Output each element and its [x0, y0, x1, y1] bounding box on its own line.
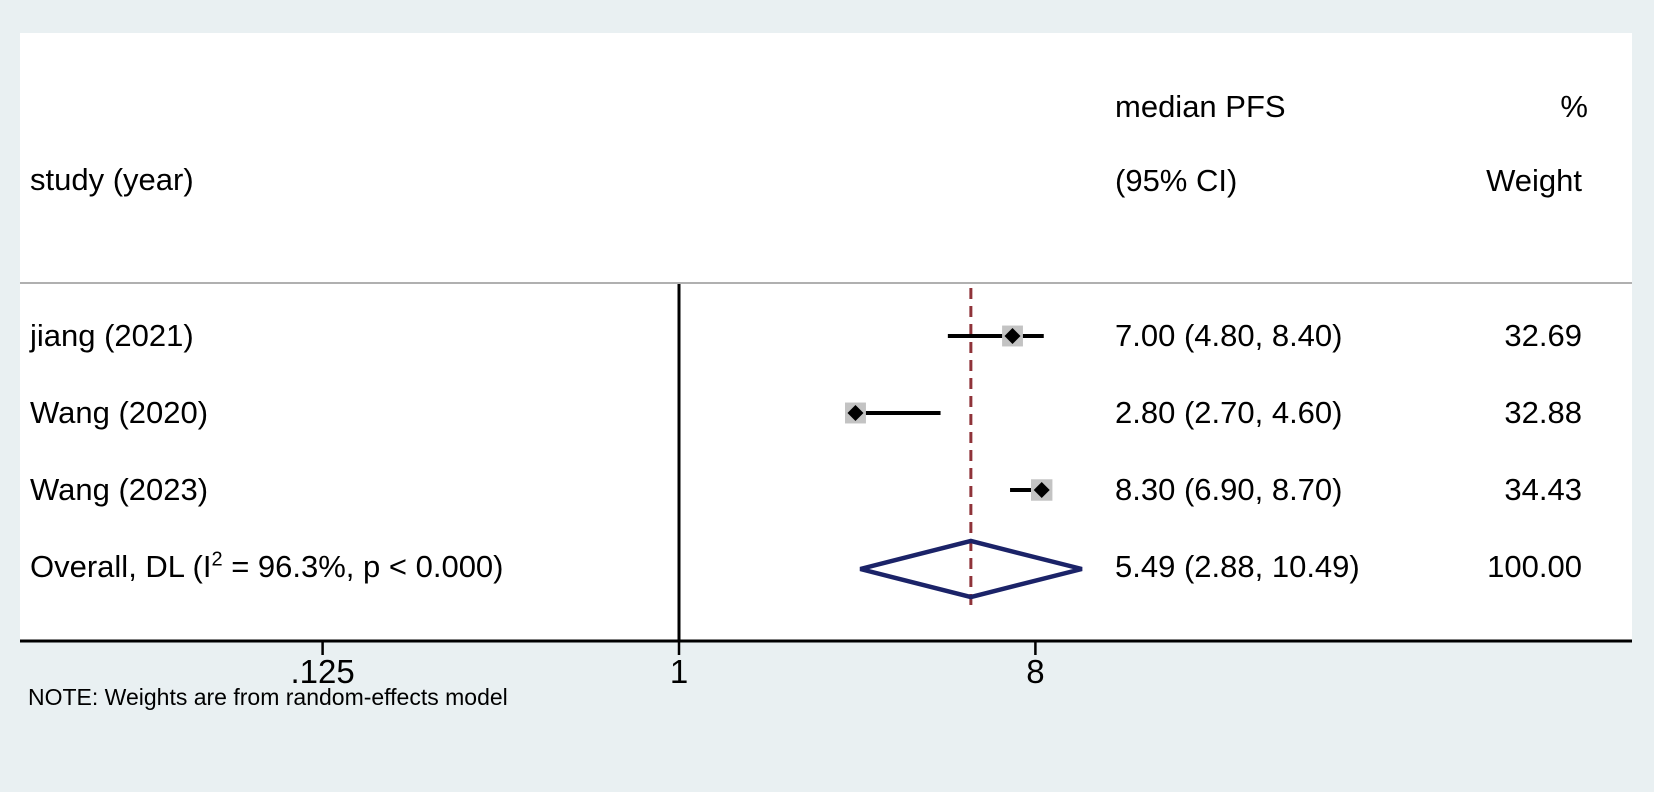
plot-area [20, 33, 1632, 641]
study-label: jiang (2021) [30, 318, 194, 353]
x-tick-label: 1 [669, 653, 689, 690]
column-header-effect-line1: median PFS [1115, 89, 1286, 124]
column-header-effect-line2: (95% CI) [1115, 163, 1238, 198]
note-text: NOTE: Weights are from random-effects mo… [28, 684, 508, 710]
study-effect-ci: 7.00 (4.80, 8.40) [1115, 318, 1343, 353]
pooled-diamond [859, 538, 1083, 600]
overall-effect-ci: 5.49 (2.88, 10.49) [1115, 549, 1360, 584]
study-effect-ci: 2.80 (2.70, 4.60) [1115, 395, 1343, 430]
study-label: Wang (2020) [30, 395, 209, 430]
overall-label: Overall, DL (I2 = 96.3%, p < 0.000) [30, 548, 504, 584]
x-tick-label: .125 [290, 653, 355, 690]
study-weight: 34.43 [1504, 472, 1582, 507]
column-header-study: study (year) [30, 162, 194, 197]
i-squared-superscript: 2 [211, 548, 223, 571]
study-marker [1033, 482, 1050, 498]
study-marker [847, 405, 864, 421]
study-weight: 32.88 [1504, 395, 1582, 430]
column-header-weight-line1: % [1560, 89, 1588, 124]
study-weight: 32.69 [1504, 318, 1582, 353]
study-effect-ci: 8.30 (6.90, 8.70) [1115, 472, 1343, 507]
study-marker [1004, 328, 1021, 344]
x-tick-label: 8 [1026, 653, 1045, 690]
overall-weight: 100.00 [1487, 549, 1582, 584]
column-header-weight-line2: Weight [1486, 163, 1582, 198]
study-label: Wang (2023) [30, 472, 209, 507]
